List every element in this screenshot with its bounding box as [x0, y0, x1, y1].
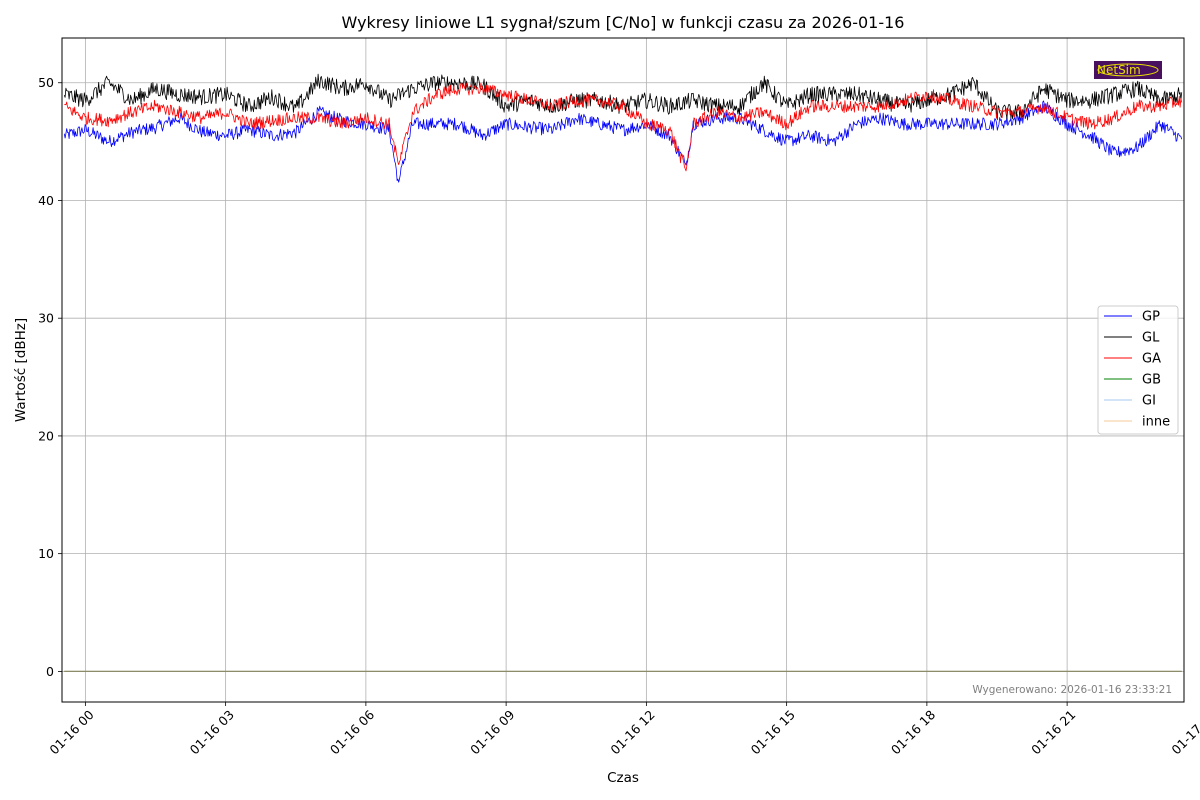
legend: GP GL GA GB GI inne	[1097, 305, 1179, 435]
legend-label-gl: GL	[1142, 331, 1160, 346]
legend-frame	[1097, 305, 1179, 435]
x-axis-label: Czas	[607, 770, 639, 786]
y-tick-label: 40	[38, 193, 54, 208]
legend-label-gi: GI	[1142, 394, 1156, 409]
logo-swoosh	[1097, 63, 1159, 77]
y-axis-label: Wartość [dBHz]	[13, 318, 29, 422]
y-tick-label: 0	[46, 664, 54, 679]
series-line-gl	[63, 73, 1183, 121]
y-tick-label: 30	[38, 311, 54, 326]
series-line-gp	[63, 100, 1183, 183]
logo: NetSim	[1094, 61, 1162, 79]
y-tick-label: 50	[38, 75, 54, 90]
series-layer	[63, 73, 1183, 672]
legend-label-gb: GB	[1142, 373, 1161, 388]
legend-label-inne: inne	[1142, 415, 1170, 430]
legend-label-ga: GA	[1142, 352, 1161, 367]
y-tick-label: 20	[38, 428, 54, 443]
chart-title: Wykresy liniowe L1 sygnał/szum [C/No] w …	[342, 13, 905, 32]
y-tick-label: 10	[38, 546, 54, 561]
legend-label-gp: GP	[1142, 310, 1160, 325]
generated-footnote: Wygenerowano: 2026-01-16 23:33:21	[972, 684, 1172, 696]
series-line-ga	[64, 81, 1183, 172]
plot-area-frame	[61, 37, 1185, 703]
grid	[62, 38, 1184, 702]
logo-text: NetSim	[1097, 63, 1141, 77]
